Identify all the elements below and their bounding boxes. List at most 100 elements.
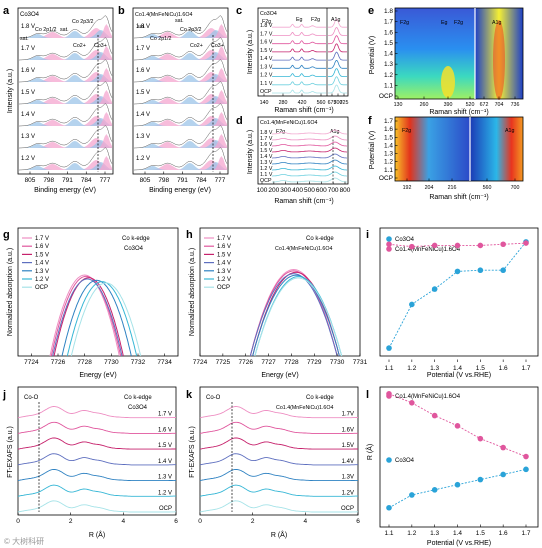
panel-c-spectrum: [272, 73, 326, 77]
panel-e-xtick-label: 260: [420, 102, 429, 108]
panel-f-peak-a1g: A1g: [505, 128, 514, 134]
panel-l-frame: [379, 386, 539, 528]
panel-i-xtick-label: 1.7: [521, 365, 530, 372]
panel-h-xtick-label: 7730: [330, 359, 345, 366]
panel-letter-l: l: [366, 389, 369, 401]
panel-c-level-labels: 1.8 V 1.7 V 1.6 V 1.5 V 1.4 V 1.3 V 1.2 V 1.1 V…: [260, 23, 273, 95]
panel-letter-i: i: [366, 229, 369, 241]
panel-d-xtick-label: 400: [292, 187, 303, 194]
panel-a-envelope: [19, 37, 113, 61]
panel-j-xtick-label: 0: [16, 518, 20, 525]
panel-j-level-label: 1.2 V: [158, 490, 172, 496]
panel-g-xticks: 7724 7726 7728 7730 7732 7734: [24, 353, 172, 366]
panel-d-level-label: 1.2 V: [260, 166, 273, 172]
panel-g-curve: [49, 274, 120, 357]
panel-b-component-fill: [134, 144, 227, 148]
panel-a-level-label: 1.4 V: [21, 112, 35, 118]
panel-a-level-label: 1.8 V: [21, 24, 35, 30]
panel-f-xlabel: Raman shift (cm⁻¹): [429, 194, 488, 201]
panel-i-xticks: 1.1 1.2 1.3 1.4 1.5 1.6 1.7: [384, 359, 531, 372]
panel-i-point: [523, 240, 529, 246]
panel-h-curve: [254, 277, 343, 357]
panel-b-envelope: [134, 15, 228, 39]
panel-k-xtick-label: 6: [356, 518, 360, 525]
panel-k-xticks: 0 2 4 6: [198, 512, 360, 525]
panel-d-level-label: 1.8 V: [260, 130, 273, 136]
panel-j-edge: Co k-edge: [124, 395, 152, 401]
panel-b-envelope: [134, 81, 228, 105]
panel-h-edge: Co k-edge: [306, 236, 334, 242]
panel-d-sample: Co1.4(MnFeNiCu)1.6O4: [260, 120, 317, 126]
panel-e-ytick-label: 1.4: [384, 51, 393, 58]
panel-c-spectrum: [272, 81, 326, 86]
panel-a-component-fill: [19, 78, 112, 82]
panel-i: i Co3O4 Co1.4(MnFeNiCu)1.6O4 1.1 1.2 1.3 1.…: [366, 227, 539, 379]
panel-c-ylabel: Intensity (a.u.): [247, 30, 254, 74]
panel-k-ylabel: FT-EXAFS (a.u.): [189, 426, 196, 478]
panel-a-component-fill: [19, 56, 112, 60]
panel-b-annot-co2: Co2+: [190, 43, 203, 49]
panel-f-frame: [394, 116, 524, 182]
panel-g-ylabel: Normalized absorption (a.u.): [7, 248, 14, 336]
panel-l-xtick-label: 1.6: [499, 530, 508, 537]
panel-d-xtick-label: 200: [268, 187, 279, 194]
panel-a-component-fill: [19, 138, 112, 148]
panel-i-point: [500, 267, 506, 274]
panel-b-curves: [134, 15, 228, 171]
panel-l-xtick-label: 1.5: [476, 530, 485, 537]
panel-a-level-label: 1.5 V: [21, 90, 35, 96]
panel-b-envelope: [134, 147, 228, 171]
panel-letter-h: h: [186, 229, 193, 241]
panel-e-ylabel: Potential (V): [369, 36, 376, 75]
panel-letter-c: c: [236, 5, 242, 17]
panel-d-xtick-label: 700: [328, 187, 339, 194]
panel-h: h 1.7 V 1.6 V 1.5 V 1.4 V 1.3 V 1.2 V OCP Co k…: [186, 227, 368, 379]
panel-a-envelope: [19, 103, 113, 127]
panel-d-spectrum: [272, 141, 347, 147]
panel-c-peak-f2g2: F2g: [311, 17, 320, 23]
panel-k-level-label: 1.6V: [342, 427, 354, 433]
panel-d-spectrum: [272, 177, 347, 183]
panel-b-component-fill: [134, 116, 227, 126]
panel-a-component-fill: [19, 34, 112, 38]
panel-b-level-label: 1.3 V: [136, 134, 150, 140]
panel-b-component-fill: [134, 24, 227, 38]
panel-l-xtick-label: 1.3: [430, 530, 439, 537]
panel-e-xtick-label: 130: [394, 102, 403, 108]
panel-j-frame: [17, 386, 177, 516]
panel-i-legend-marker-heo: [386, 246, 392, 252]
panel-d-level-label: 1.5 V: [260, 148, 273, 154]
panel-d-level-label: 1.3 V: [260, 160, 273, 166]
panel-e-peak-a1g: A1g: [492, 20, 501, 26]
panel-b-xtick-label: 805: [140, 177, 151, 184]
panel-b-component-fill: [134, 112, 227, 126]
panel-g-curve: [52, 278, 123, 357]
panel-e-ytick-label: 1.1: [384, 82, 393, 89]
panel-l-point: [523, 453, 529, 460]
panel-c-frame: [257, 7, 349, 97]
panel-e-xlabel: Raman shift (cm⁻¹): [429, 109, 488, 116]
panel-g-xlabel: Energy (eV): [79, 372, 116, 379]
panel-f-ylabel: Potential (V): [369, 131, 376, 170]
panel-j-curve: [17, 437, 177, 450]
panel-k-marker: Co-O: [206, 395, 221, 401]
panel-k-frame: [199, 386, 359, 516]
panel-i-xtick-label: 1.4: [453, 365, 462, 372]
panel-l-point: [454, 481, 461, 488]
panel-g-sample: Co3O4: [124, 246, 144, 252]
panel-l-xtick-label: 1.7: [521, 530, 530, 537]
panel-b-annot-2p12: Co 2p1/2: [150, 36, 172, 42]
panel-h-xtick-label: 7725: [216, 359, 231, 366]
panel-e-xtick-label: 736: [511, 102, 520, 108]
panel-a-component-fill: [19, 122, 112, 126]
panel-j-level-label: OCP: [159, 506, 172, 512]
panel-e-xtick-label: 390: [444, 102, 453, 108]
panel-letter-f: f: [368, 115, 372, 127]
panel-i-frame: [379, 227, 539, 357]
panel-j-curve: [17, 453, 176, 466]
panel-k-level-label: 1.7V: [342, 412, 354, 418]
panel-c-spectrum: [272, 48, 326, 53]
panel-j-xticks: 0 2 4 6: [16, 512, 178, 525]
panel-a-annot-2p32: Co 2p3/2: [72, 19, 94, 25]
panel-d-level-label: 1.1 V: [260, 172, 273, 178]
